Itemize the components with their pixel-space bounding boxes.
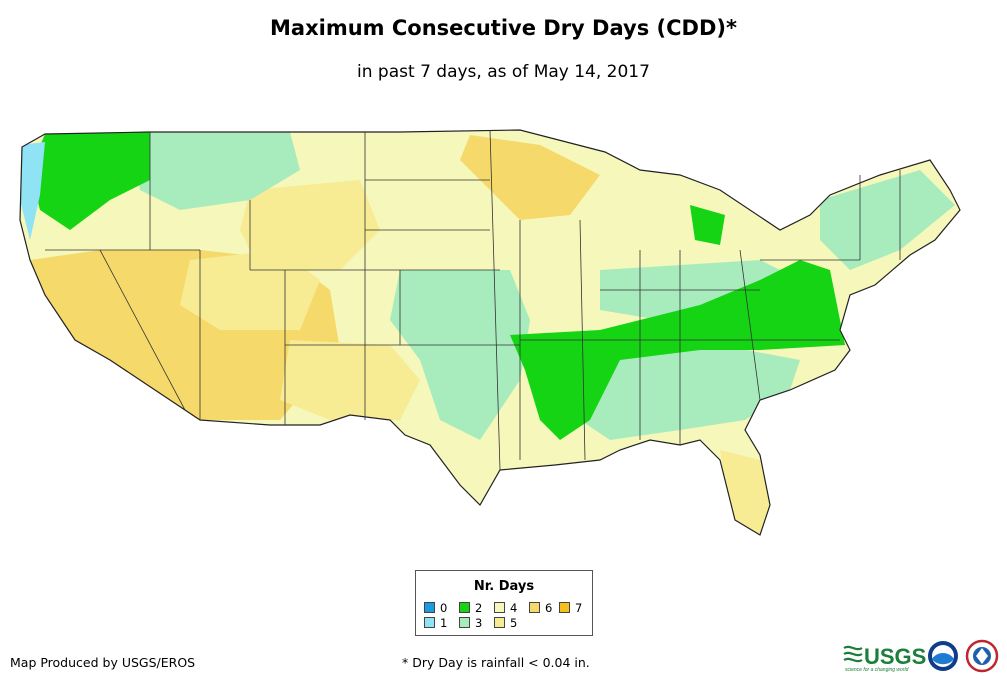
us-outline [19, 129, 961, 536]
legend-label-4: 4 [510, 601, 518, 615]
zone-2-days-great-lakes [690, 205, 725, 245]
legend-swatch-2 [459, 602, 470, 613]
usgs-tagline: science for a changing world [845, 667, 909, 673]
legend: Nr. Days 0 1 2 3 4 5 6 7 [415, 570, 593, 636]
dry-day-footnote: * Dry Day is rainfall < 0.04 in. [402, 655, 590, 670]
legend-swatch-0 [424, 602, 435, 613]
state-borders [45, 129, 901, 471]
map-title: Maximum Consecutive Dry Days (CDD)* [270, 16, 737, 40]
noaa-logo [928, 641, 958, 671]
legend-title: Nr. Days [473, 579, 535, 594]
legend-label-0: 0 [440, 601, 448, 615]
zone-1-day-coast [20, 142, 45, 240]
legend-label-3: 3 [475, 616, 483, 630]
legend-label-1: 1 [440, 616, 448, 630]
zone-6-days-upper-midwest [460, 135, 600, 220]
zone-5-days-plains [240, 180, 380, 270]
legend-swatch-3 [459, 617, 470, 628]
legend-swatch-1 [424, 617, 435, 628]
legend-swatch-5 [494, 617, 505, 628]
legend-swatch-4 [494, 602, 505, 613]
agency-logos: USGS science for a changing world [843, 639, 999, 673]
map-subtitle: in past 7 days, as of May 14, 2017 [357, 62, 650, 82]
zone-3-days-northeast [820, 170, 955, 270]
legend-label-5: 5 [510, 616, 518, 630]
zone-5-days-southwest [280, 340, 420, 420]
map-credit: Map Produced by USGS/EROS [10, 655, 196, 670]
nws-logo [965, 639, 999, 673]
legend-swatch-6 [529, 602, 540, 613]
legend-label-2: 2 [475, 601, 483, 615]
usgs-logo: USGS science for a changing world [843, 644, 926, 673]
zone-2-days-pacific-northwest [30, 132, 150, 230]
us-dry-days-map [19, 129, 961, 536]
zone-3-days-northwest [130, 132, 300, 210]
legend-label-7: 7 [575, 601, 583, 615]
zone-2-days-mid-south [510, 260, 845, 440]
legend-label-6: 6 [545, 601, 553, 615]
usgs-wordmark: USGS [864, 644, 926, 669]
legend-swatch-7 [559, 602, 570, 613]
